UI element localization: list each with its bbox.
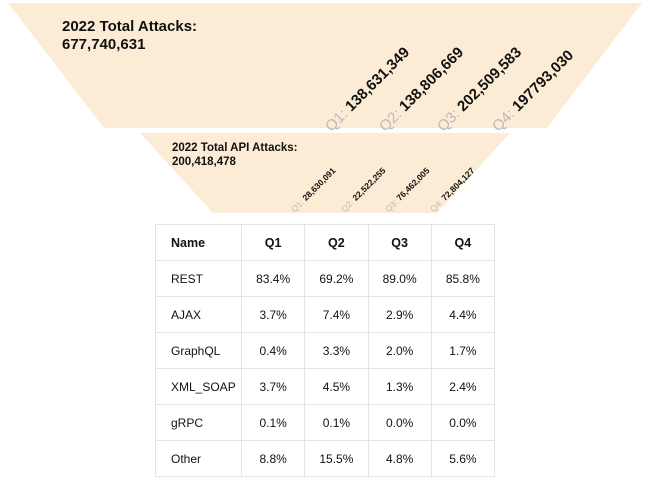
share-cell: 0.4% xyxy=(240,332,306,369)
share-cell: 2.9% xyxy=(367,296,432,333)
share-cell: 8.8% xyxy=(240,440,306,477)
api-protocol-table: Name Q1 Q2 Q3 Q4 REST 83.4% 69.2% 89.0% 85.8% AJA… xyxy=(155,224,496,477)
column-header: Q3 xyxy=(367,224,432,261)
share-cell: 15.5% xyxy=(304,440,369,477)
share-cell: 2.4% xyxy=(430,368,496,405)
share-cell: 1.7% xyxy=(430,332,496,369)
table-row: XML_SOAP 3.7% 4.5% 1.3% 2.4% xyxy=(155,368,496,405)
protocol-name-cell: Other xyxy=(155,440,242,477)
total-attacks-value: 677,740,631 xyxy=(62,36,146,53)
total-attacks-title: 2022 Total Attacks: 677,740,631 xyxy=(62,18,197,54)
share-cell: 3.7% xyxy=(240,368,306,405)
share-cell: 69.2% xyxy=(304,260,369,297)
table-row: Other 8.8% 15.5% 4.8% 5.6% xyxy=(155,440,496,477)
column-header: Q4 xyxy=(430,224,496,261)
share-cell: 1.3% xyxy=(367,368,432,405)
share-cell: 4.8% xyxy=(367,440,432,477)
protocol-name-cell: AJAX xyxy=(155,296,242,333)
protocol-name-cell: GraphQL xyxy=(155,332,242,369)
table-row: AJAX 3.7% 7.4% 2.9% 4.4% xyxy=(155,296,496,333)
column-header: Q2 xyxy=(304,224,369,261)
total-attacks-label: 2022 Total Attacks: xyxy=(62,18,198,35)
api-attacks-value: 200,418,478 xyxy=(172,155,236,168)
column-header: Q1 xyxy=(240,224,306,261)
share-cell: 0.0% xyxy=(430,404,496,441)
share-cell: 7.4% xyxy=(304,296,369,333)
share-cell: 3.7% xyxy=(240,296,306,333)
funnel-bottom-tier xyxy=(140,133,510,213)
share-cell: 5.6% xyxy=(430,440,496,477)
funnel-top-tier xyxy=(8,3,642,128)
share-cell: 4.5% xyxy=(304,368,369,405)
table-header-row: Name Q1 Q2 Q3 Q4 xyxy=(155,224,496,261)
table-row: GraphQL 0.4% 3.3% 2.0% 1.7% xyxy=(155,332,496,369)
share-cell: 89.0% xyxy=(367,260,432,297)
share-cell: 83.4% xyxy=(240,260,306,297)
share-cell: 3.3% xyxy=(304,332,369,369)
share-cell: 4.4% xyxy=(430,296,496,333)
share-cell: 2.0% xyxy=(367,332,432,369)
api-attacks-label: 2022 Total API Attacks: xyxy=(172,142,298,154)
share-cell: 0.1% xyxy=(304,404,369,441)
api-attacks-title: 2022 Total API Attacks: 200,418,478 xyxy=(172,142,297,170)
protocol-name-cell: XML_SOAP xyxy=(155,368,242,405)
share-cell: 85.8% xyxy=(430,260,496,297)
share-cell: 0.1% xyxy=(240,404,306,441)
protocol-name-cell: REST xyxy=(155,260,242,297)
table-body: REST 83.4% 69.2% 89.0% 85.8% AJAX 3.7% 7.4% 2.9%… xyxy=(155,260,496,477)
table-row: REST 83.4% 69.2% 89.0% 85.8% xyxy=(155,260,496,297)
column-header: Name xyxy=(155,224,242,261)
protocol-name-cell: gRPC xyxy=(155,404,242,441)
share-cell: 0.0% xyxy=(367,404,432,441)
table-row: gRPC 0.1% 0.1% 0.0% 0.0% xyxy=(155,404,496,441)
